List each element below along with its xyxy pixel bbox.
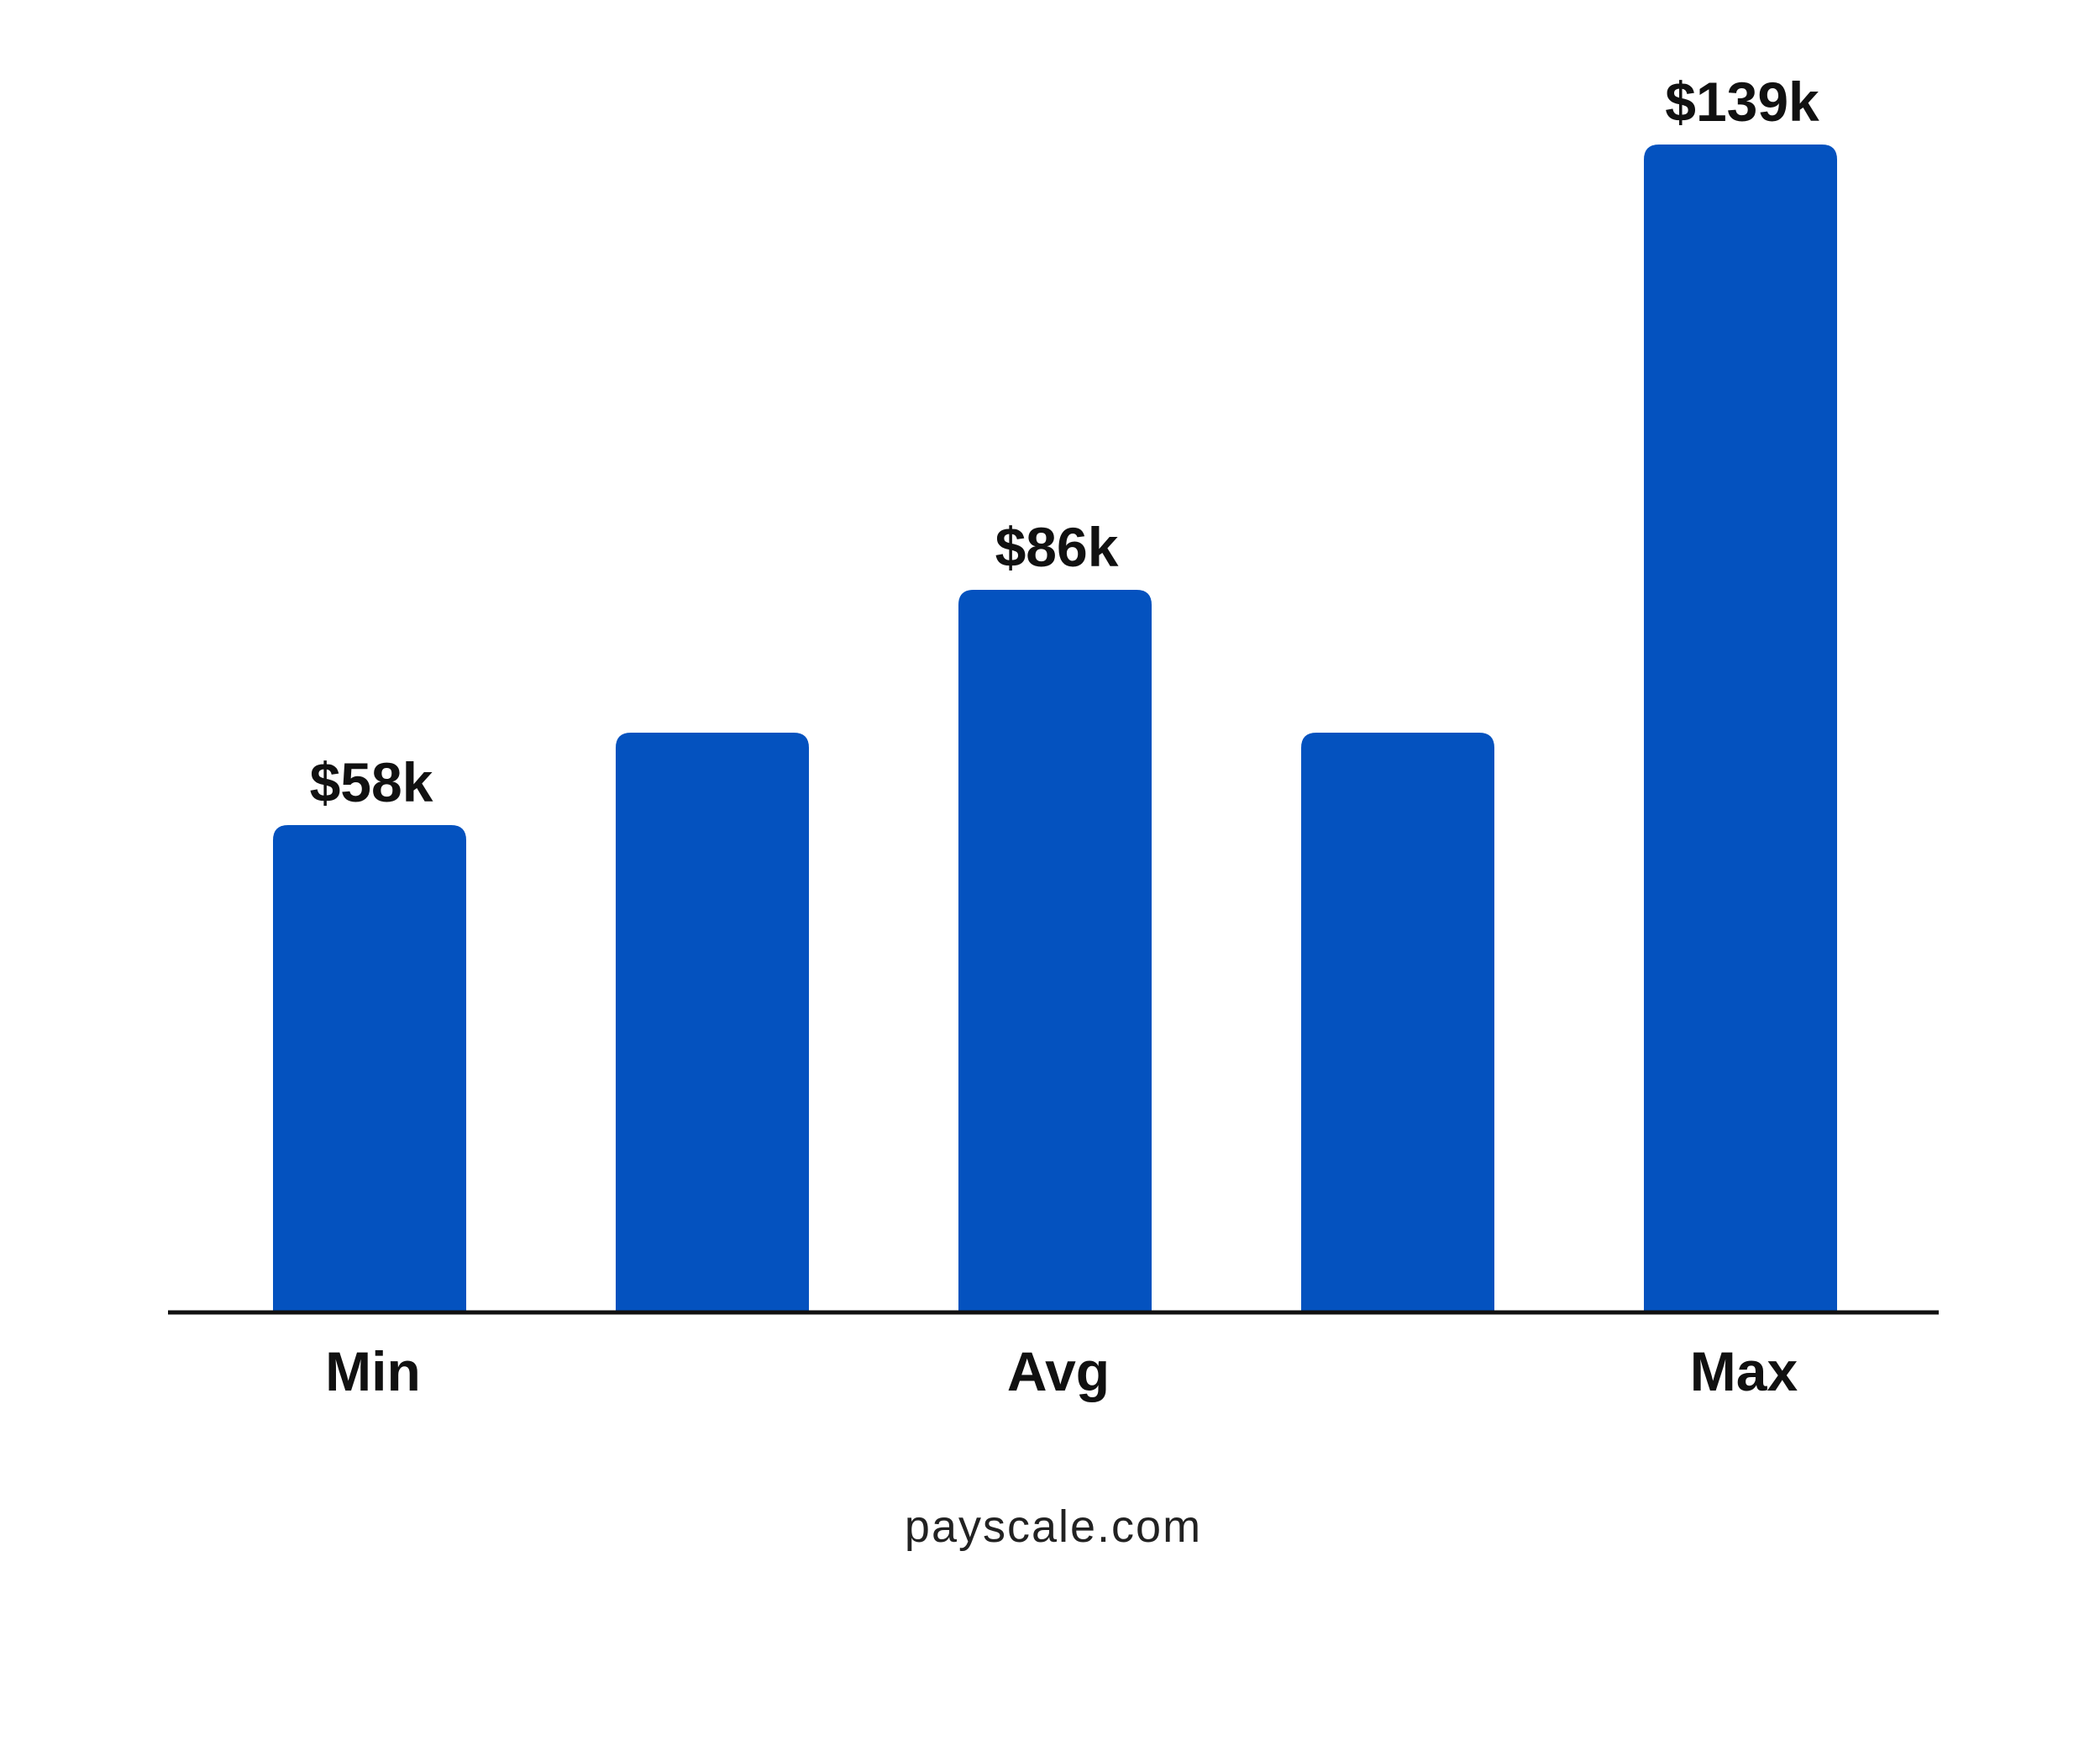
category-label-2: Avg — [1007, 1340, 1110, 1402]
category-label-0: Min — [325, 1340, 421, 1402]
value-label-4: $139k — [1665, 71, 1819, 133]
bar-3 — [1301, 733, 1494, 1314]
bar-0 — [273, 825, 466, 1314]
category-label-4: Max — [1690, 1340, 1798, 1402]
value-label-2: $86k — [995, 516, 1119, 578]
category-labels-group: Min Avg Max — [325, 1340, 1798, 1402]
value-labels-group: $58k $86k $139k — [310, 71, 1819, 813]
bar-2 — [958, 590, 1152, 1314]
bar-1 — [616, 733, 809, 1314]
bar-4 — [1644, 145, 1837, 1314]
source-label: payscale.com — [905, 1501, 1202, 1552]
value-label-0: $58k — [310, 751, 433, 813]
bars-group — [273, 145, 1837, 1314]
